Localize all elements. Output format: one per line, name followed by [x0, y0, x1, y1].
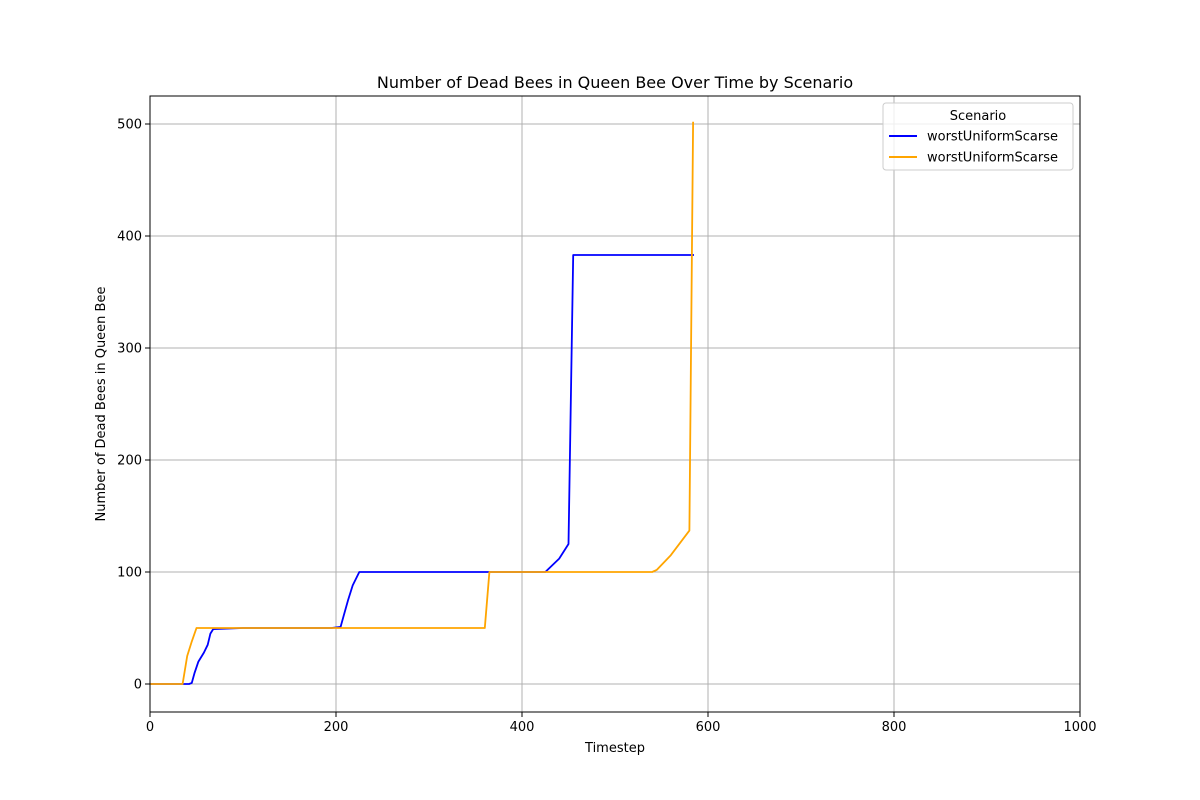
- legend-entry-2: worstUniformScarse: [927, 151, 1058, 166]
- y-tick-label: 500: [117, 118, 142, 133]
- plot-frame: [149, 95, 1081, 713]
- y-tick-label: 100: [117, 566, 142, 581]
- series-line-2: [150, 121, 694, 685]
- x-tick-label: 400: [510, 720, 535, 735]
- x-axis-label: Timestep: [584, 741, 645, 756]
- grid: [149, 96, 1081, 712]
- y-axis-label: Number of Dead Bees in Queen Bee: [94, 287, 109, 522]
- x-tick-label: 0: [146, 720, 154, 735]
- x-tick-label: 600: [696, 720, 721, 735]
- x-tick-label: 800: [882, 720, 907, 735]
- y-tick-label: 300: [117, 342, 142, 357]
- legend-items: worstUniformScarse worstUniformScarse: [889, 130, 1058, 166]
- series-line-1: [150, 254, 694, 685]
- chart-title: Number of Dead Bees in Queen Bee Over Ti…: [377, 73, 853, 92]
- series-lines: [150, 121, 694, 685]
- y-tick-label: 0: [134, 678, 142, 693]
- x-axis-ticks: 0 200 400 600 800 1000: [146, 712, 1097, 735]
- x-tick-label: 200: [324, 720, 349, 735]
- y-axis-ticks: 0 100 200 300 400 500: [117, 118, 150, 693]
- x-tick-label: 1000: [1063, 720, 1096, 735]
- legend-title: Scenario: [950, 109, 1007, 124]
- legend-box: [882, 102, 1074, 171]
- legend-entry-1: worstUniformScarse: [927, 130, 1058, 145]
- y-tick-label: 400: [117, 230, 142, 245]
- y-tick-label: 200: [117, 454, 142, 469]
- legend: Scenario worstUniformScarseworstUniformS…: [882, 102, 1074, 171]
